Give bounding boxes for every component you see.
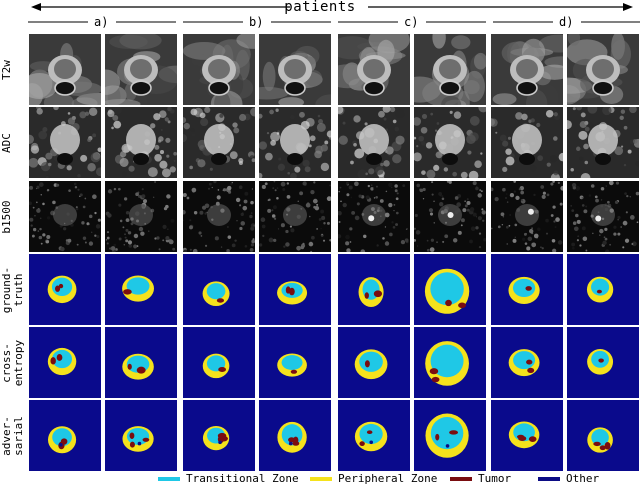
legend-other: Other	[538, 472, 599, 485]
mri-image-cell	[105, 181, 177, 252]
group-label: d)	[559, 15, 574, 29]
mri-image-cell	[259, 181, 331, 252]
mri-image-cell	[491, 107, 563, 178]
segmentation-cell	[105, 254, 177, 325]
segmentation-cell	[259, 327, 331, 398]
mri-image-cell	[183, 107, 255, 178]
legend-swatch-other	[538, 477, 560, 481]
mri-image-cell	[338, 107, 410, 178]
group-bracket-1	[183, 21, 331, 23]
segmentation-cell	[338, 400, 410, 471]
mri-image-cell	[105, 107, 177, 178]
mri-image-cell	[29, 107, 101, 178]
mri-image-cell	[338, 181, 410, 252]
segmentation-cell	[105, 400, 177, 471]
group-label: b)	[249, 15, 264, 29]
legend-swatch-transitional	[158, 477, 180, 481]
segmentation-cell	[259, 254, 331, 325]
mri-image-cell	[414, 181, 486, 252]
segmentation-cell	[183, 254, 255, 325]
mri-image-cell	[567, 107, 639, 178]
segmentation-cell	[414, 254, 486, 325]
segmentation-cell	[338, 254, 410, 325]
segmentation-cell	[338, 327, 410, 398]
mri-image-cell	[259, 34, 331, 105]
group-label: a)	[94, 15, 109, 29]
mri-image-cell	[567, 34, 639, 105]
legend-swatch-peripheral	[310, 477, 332, 481]
row-label: cross- entropy	[0, 339, 25, 386]
mri-image-cell	[29, 34, 101, 105]
segmentation-cell	[567, 254, 639, 325]
mri-image-cell	[414, 107, 486, 178]
row-label: T2w	[0, 59, 13, 80]
mri-image-cell	[183, 34, 255, 105]
mri-image-cell	[105, 34, 177, 105]
segmentation-cell	[414, 400, 486, 471]
segmentation-cell	[567, 400, 639, 471]
mri-image-cell	[491, 181, 563, 252]
mri-image-cell	[414, 34, 486, 105]
segmentation-cell	[29, 254, 101, 325]
segmentation-cell	[491, 254, 563, 325]
row-label: adver- sarial	[0, 415, 25, 456]
segmentation-cell	[105, 327, 177, 398]
row-label: ADC	[0, 132, 13, 153]
legend-peripheral-zone: Peripheral Zone	[310, 472, 437, 485]
mri-image-cell	[183, 181, 255, 252]
row-label: ground- truth	[0, 266, 25, 313]
segmentation-cell	[29, 327, 101, 398]
group-label: c)	[404, 15, 419, 29]
segmentation-cell	[491, 327, 563, 398]
mri-image-cell	[29, 181, 101, 252]
legend-tumor: Tumor	[450, 472, 511, 485]
patients-title: patients	[0, 0, 640, 15]
mri-image-cell	[259, 107, 331, 178]
legend-transitional-zone: Transitional Zone	[158, 472, 299, 485]
legend-swatch-tumor	[450, 477, 472, 481]
segmentation-cell	[491, 400, 563, 471]
row-label: b1500	[0, 199, 13, 234]
group-bracket-2	[338, 21, 486, 23]
segmentation-cell	[183, 400, 255, 471]
mri-image-cell	[567, 181, 639, 252]
segmentation-cell	[414, 327, 486, 398]
segmentation-cell	[567, 327, 639, 398]
mri-image-cell	[338, 34, 410, 105]
group-bracket-3	[493, 21, 640, 23]
segmentation-cell	[183, 327, 255, 398]
mri-image-cell	[491, 34, 563, 105]
group-bracket-0	[28, 21, 176, 23]
patients-arrow	[31, 3, 633, 11]
segmentation-cell	[29, 400, 101, 471]
segmentation-cell	[259, 400, 331, 471]
